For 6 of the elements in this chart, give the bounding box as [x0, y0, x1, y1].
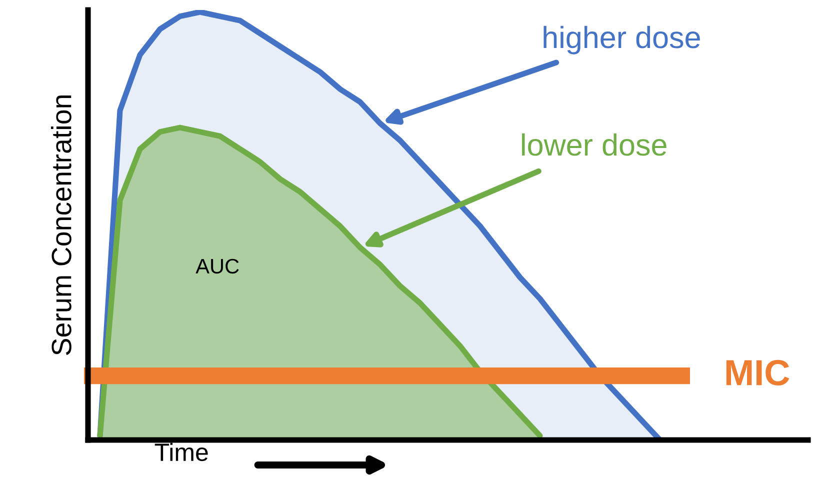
annotation: AUC [196, 258, 239, 274]
text: higher dose [544, 26, 700, 54]
text: lower dose [522, 133, 666, 156]
x-axis-title: Time [154, 442, 208, 462]
ref-line-label: MIC [726, 360, 790, 386]
y-axis-title: Serum Concentration [50, 96, 72, 355]
